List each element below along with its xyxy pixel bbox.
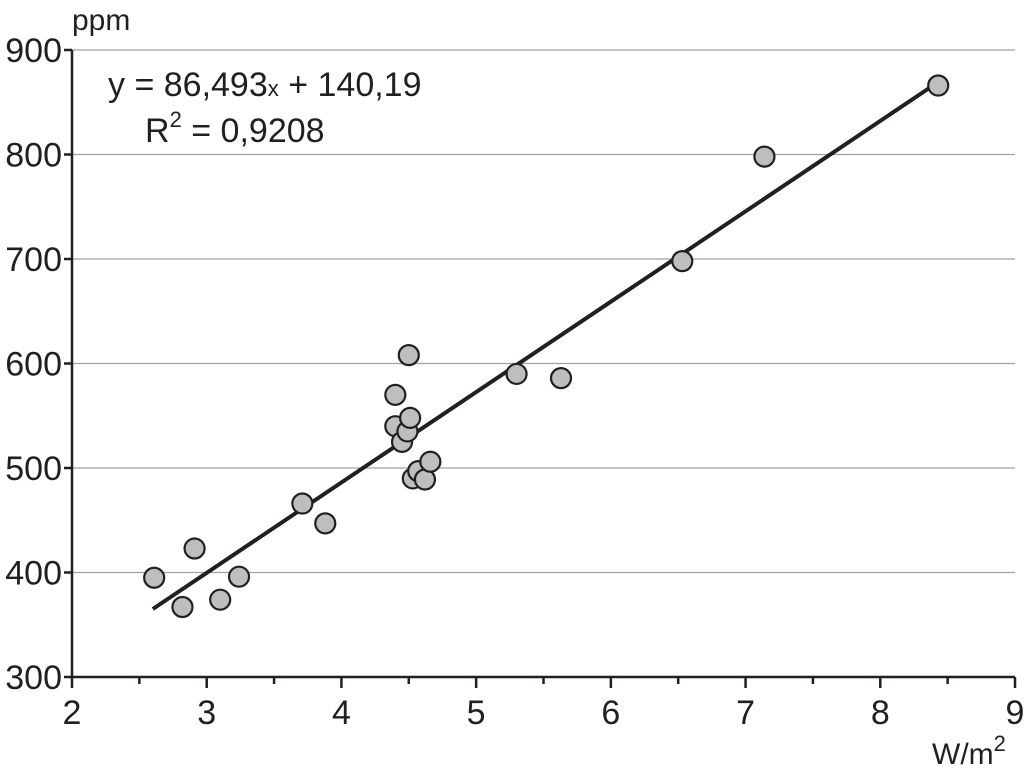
x-axis-label-base: W/m — [932, 738, 994, 771]
x-tick-label-7: 7 — [736, 694, 755, 732]
data-point-17 — [419, 450, 442, 473]
data-point-18 — [505, 362, 528, 386]
data-point-19 — [549, 367, 573, 390]
r-squared-superscript: 2 — [170, 107, 182, 132]
data-point-2 — [171, 595, 194, 619]
tick-labels: 300 400 500 600 700 800 900 2 3 4 5 6 7 8 9 — [5, 32, 1024, 732]
trendline — [151, 83, 936, 611]
data-points — [143, 74, 950, 619]
r-squared-value: = 0,9208 — [182, 112, 325, 150]
y-tick-label-400: 400 — [5, 555, 62, 593]
data-point-21 — [753, 145, 776, 168]
y-tick-label-600: 600 — [5, 346, 62, 384]
x-tick-label-8: 8 — [871, 694, 890, 732]
data-point-1 — [143, 566, 166, 589]
equation-suffix: + 140,19 — [279, 66, 422, 104]
data-point-5 — [227, 565, 251, 588]
data-point-13 — [399, 406, 422, 429]
data-point-7 — [314, 512, 337, 535]
equation-prefix: y = 86,493 — [108, 66, 268, 104]
x-tick-label-9: 9 — [1006, 694, 1024, 732]
x-tick-label-6: 6 — [601, 694, 620, 732]
x-tick-label-3: 3 — [197, 694, 216, 732]
y-tick-label-500: 500 — [5, 450, 62, 488]
data-point-6 — [291, 492, 314, 515]
r-squared-label: R2 = 0,9208 — [145, 107, 325, 150]
r-squared-base: R — [145, 112, 170, 150]
x-tick-label-5: 5 — [467, 694, 486, 732]
x-tick-label-2: 2 — [63, 694, 82, 732]
y-tick-label-900: 900 — [5, 32, 62, 70]
x-axis-label-superscript: 2 — [994, 731, 1006, 756]
data-point-4 — [209, 588, 232, 611]
y-axis-label: ppm — [72, 4, 130, 37]
equation-variable: x — [268, 76, 279, 101]
trendline-group — [151, 83, 936, 611]
data-point-22 — [927, 74, 950, 97]
data-point-12 — [397, 344, 420, 367]
y-tick-label-300: 300 — [5, 659, 62, 697]
axes — [64, 48, 1017, 688]
regression-equation: y = 86,493x + 140,19 — [108, 66, 422, 104]
gridlines — [72, 49, 1015, 574]
y-tick-label-700: 700 — [5, 241, 62, 279]
y-tick-label-800: 800 — [5, 137, 62, 175]
x-tick-label-4: 4 — [332, 694, 351, 732]
x-axis-label: W/m2 — [932, 731, 1006, 771]
data-point-3 — [183, 537, 206, 560]
data-point-20 — [671, 249, 694, 273]
data-point-8 — [384, 383, 407, 406]
